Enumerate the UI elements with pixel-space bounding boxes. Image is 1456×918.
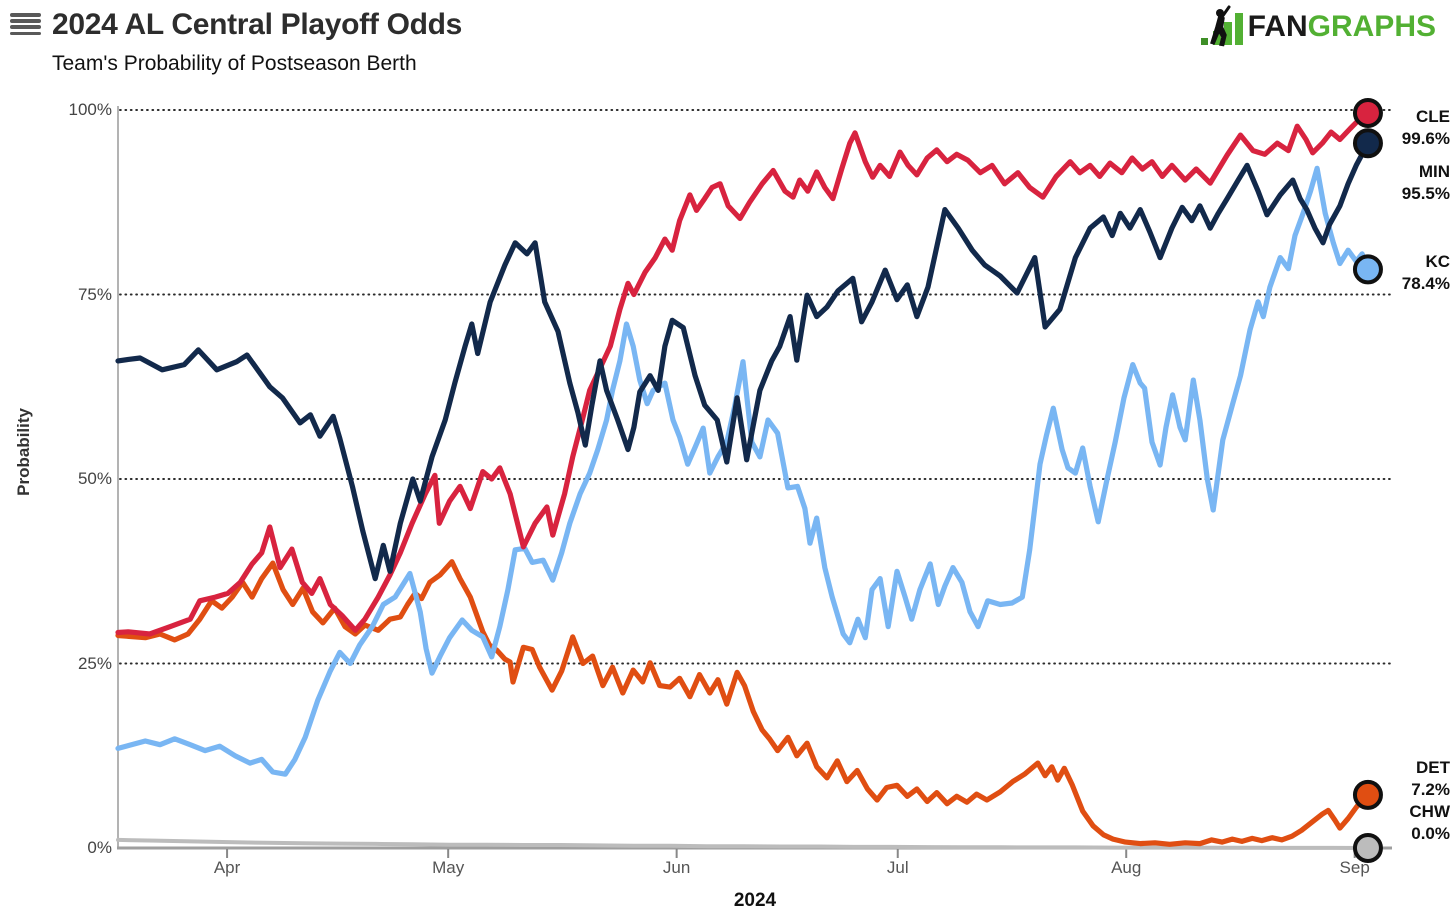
y-axis-tick-label: 0% bbox=[87, 838, 112, 857]
series-team-abbr: KC bbox=[1425, 252, 1450, 271]
page-subtitle: Team's Probability of Postseason Berth bbox=[52, 52, 417, 75]
logo-text-graphs: GRAPHS bbox=[1307, 10, 1436, 43]
x-axis-tick-label: Apr bbox=[213, 858, 241, 877]
series-final-odds: 78.4% bbox=[1401, 274, 1450, 293]
series-final-odds: 7.2% bbox=[1411, 780, 1450, 799]
logo-text-fan: FAN bbox=[1247, 10, 1308, 43]
series-end-marker-MIN bbox=[1352, 128, 1383, 159]
x-axis-year-label: 2024 bbox=[733, 890, 777, 911]
series-end-label-CLE: CLE 99.6% bbox=[1392, 106, 1450, 150]
series-end-marker-CHW bbox=[1352, 833, 1383, 863]
x-axis-tick-label: Sep bbox=[1339, 858, 1370, 877]
series-line-DET bbox=[115, 559, 1371, 847]
x-axis-tick-label: Aug bbox=[1111, 858, 1142, 877]
page-title: 2024 AL Central Playoff Odds bbox=[52, 8, 463, 41]
series-team-abbr: DET bbox=[1416, 758, 1450, 777]
series-final-odds: 0.0% bbox=[1411, 824, 1450, 843]
y-axis-tick-label: 100% bbox=[68, 100, 112, 119]
series-line-CLE bbox=[115, 110, 1371, 637]
y-axis-tick-label: 25% bbox=[77, 653, 112, 673]
series-team-abbr: CLE bbox=[1416, 107, 1450, 126]
series-line-MIN bbox=[115, 140, 1371, 582]
series-end-label-KC: KC 78.4% bbox=[1392, 251, 1450, 295]
y-axis-tick-label: 75% bbox=[77, 284, 112, 304]
y-axis-tick-label: 50% bbox=[77, 469, 112, 488]
series-line-CHW bbox=[116, 837, 1370, 850]
series-team-abbr: MIN bbox=[1418, 162, 1450, 181]
series-final-odds: 99.6% bbox=[1401, 129, 1450, 148]
x-axis-tick-label: Jul bbox=[886, 858, 909, 877]
series-end-marker-DET bbox=[1352, 779, 1383, 810]
fangraphs-logo[interactable]: FANGRAPHS bbox=[1200, 5, 1436, 47]
hamburger-bar bbox=[10, 13, 41, 17]
series-line-KC bbox=[115, 165, 1371, 777]
series-final-odds: 95.5% bbox=[1401, 184, 1450, 203]
x-axis-tick-label: Jun bbox=[662, 858, 691, 877]
series-team-abbr: CHW bbox=[1409, 802, 1450, 821]
series-end-label-DET: DET 7.2% bbox=[1392, 757, 1450, 801]
fangraphs-batter-icon bbox=[1200, 5, 1243, 47]
series-end-label-CHW: CHW 0.0% bbox=[1392, 801, 1450, 845]
hamburger-bar bbox=[10, 19, 41, 23]
series-end-marker-CLE bbox=[1352, 97, 1383, 128]
series-end-marker-KC bbox=[1352, 254, 1383, 285]
hamburger-bar bbox=[10, 31, 41, 36]
hamburger-menu-icon[interactable] bbox=[10, 13, 42, 36]
x-axis-tick-label: May bbox=[432, 858, 465, 877]
series-end-label-MIN: MIN 95.5% bbox=[1392, 161, 1450, 205]
hamburger-bar bbox=[10, 25, 41, 29]
